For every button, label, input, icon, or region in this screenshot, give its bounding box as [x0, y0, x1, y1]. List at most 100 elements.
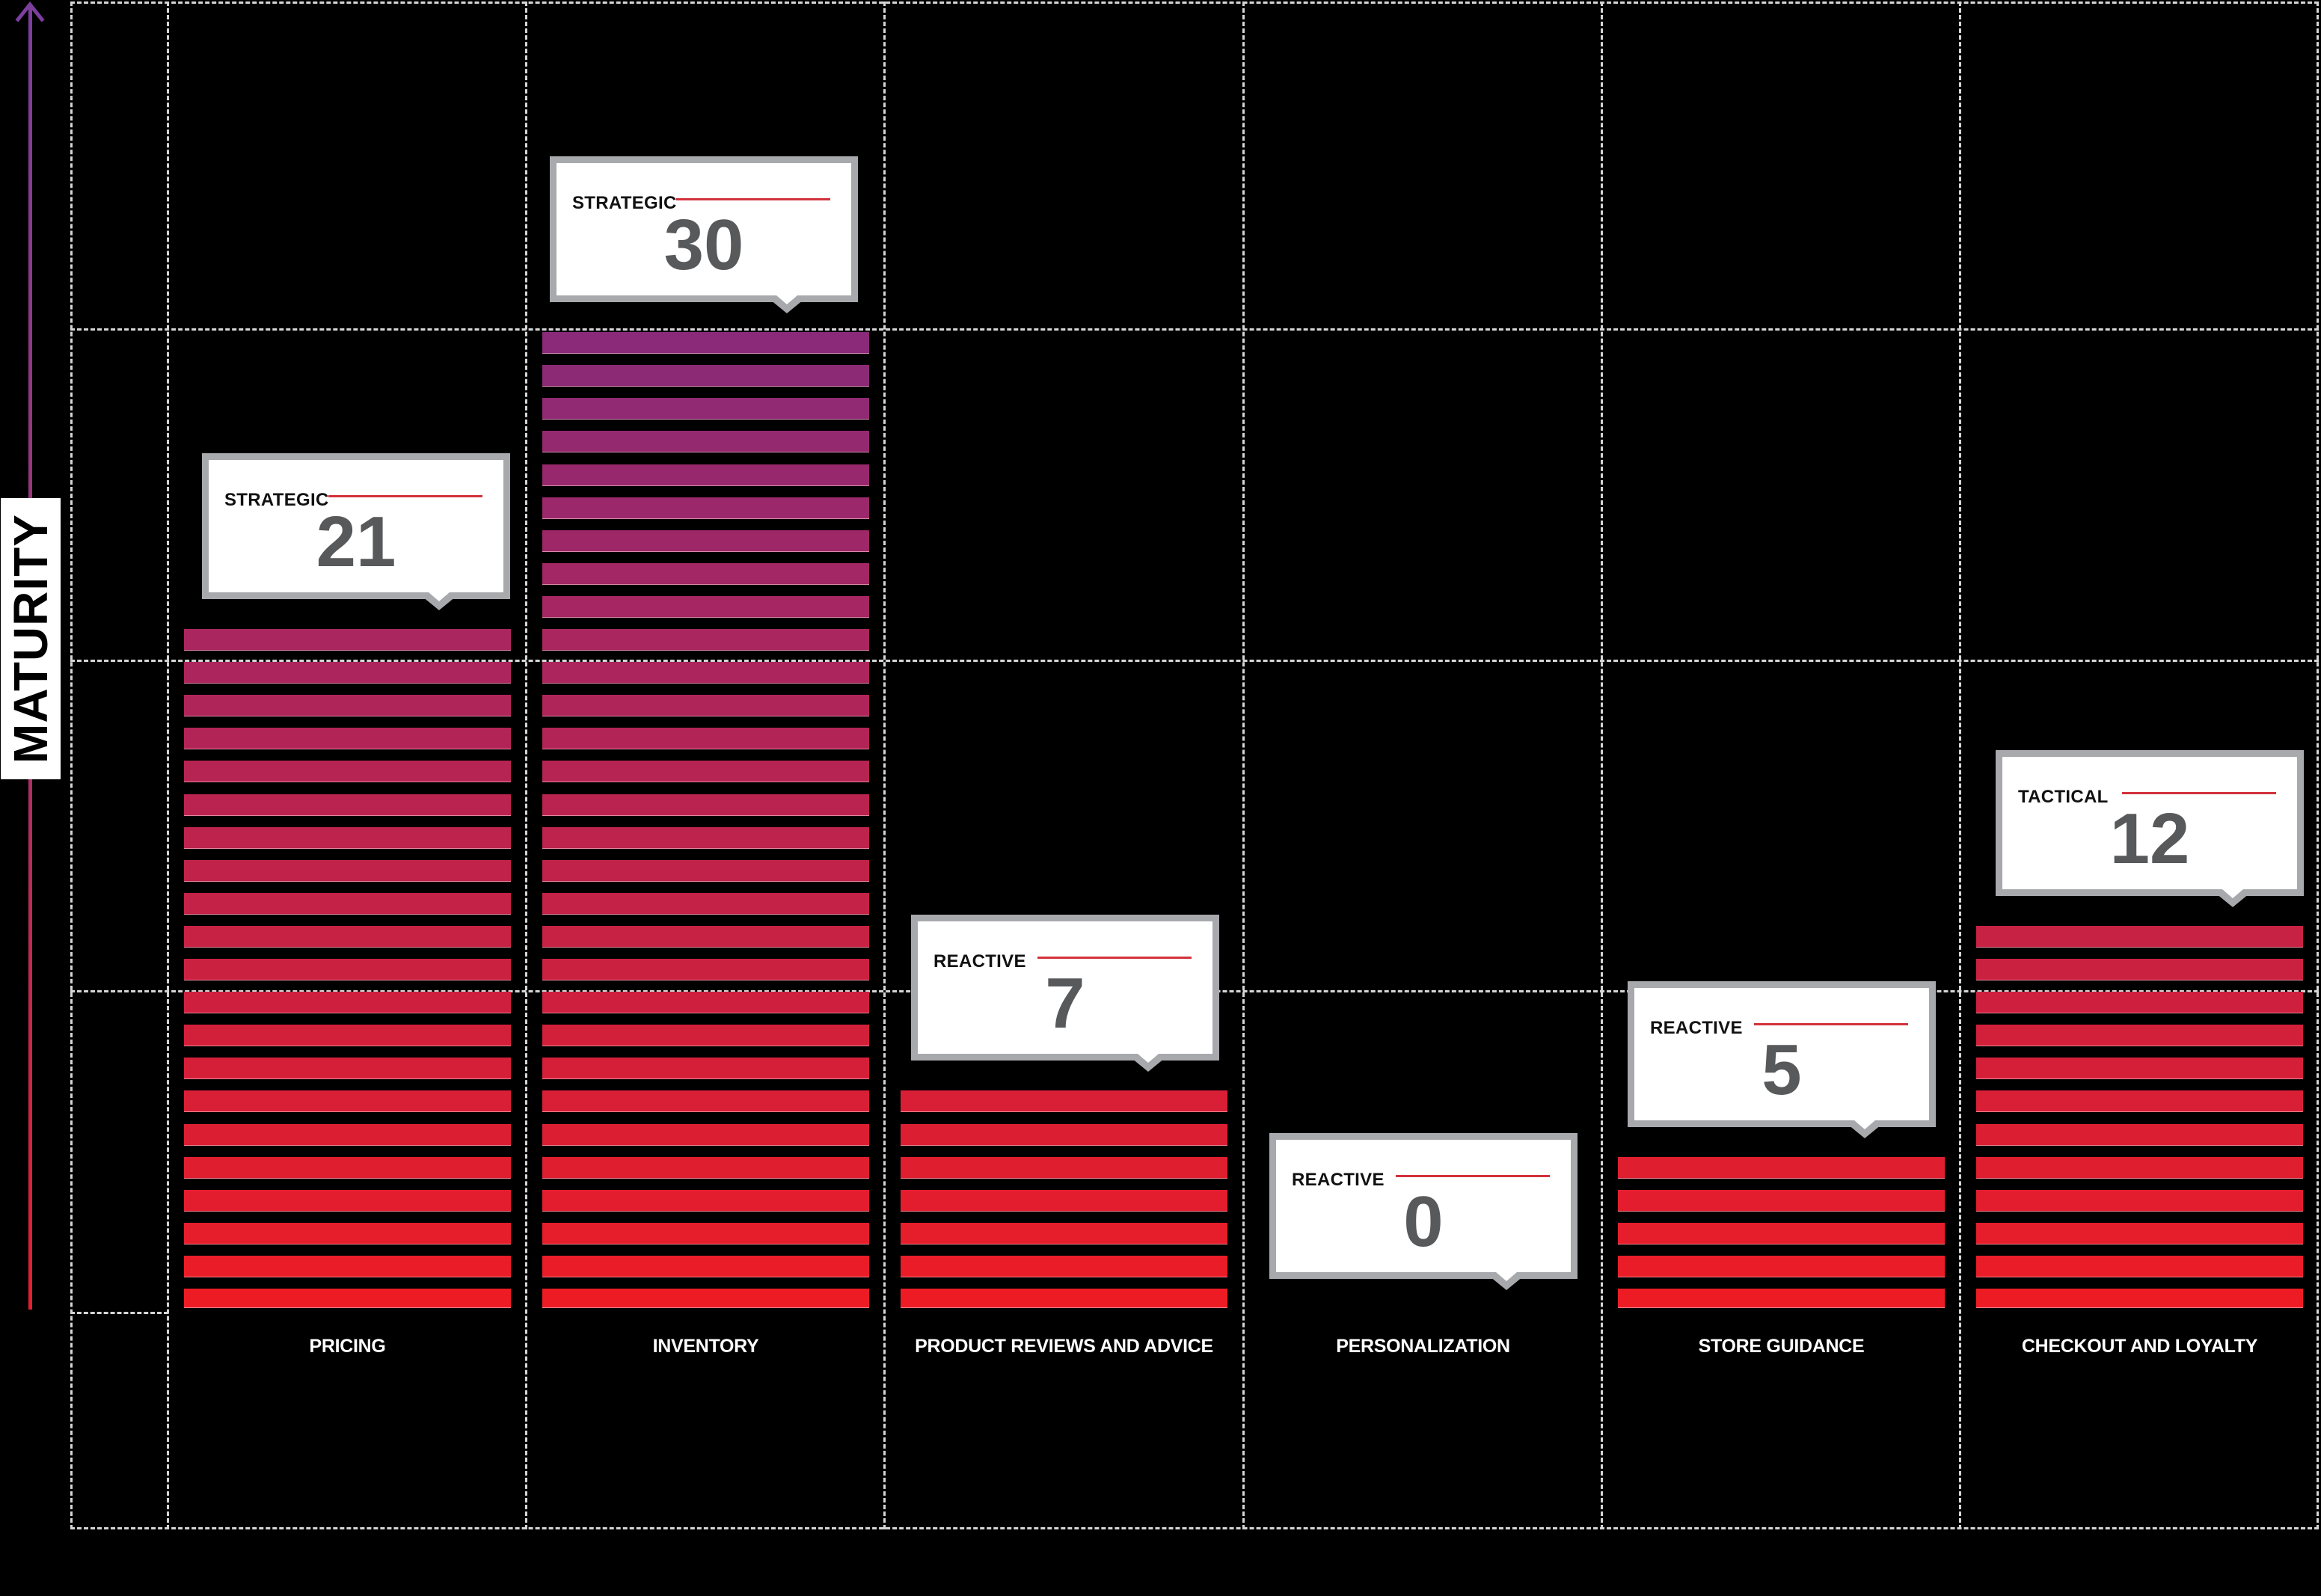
bar-segment	[542, 728, 869, 749]
bar-segment	[184, 728, 511, 749]
bar-segment	[901, 1223, 1227, 1244]
bar-segment	[901, 1090, 1227, 1112]
bar-segment	[1976, 1090, 2303, 1112]
maturity-level-label: STRATEGIC	[224, 490, 329, 510]
bar-segment	[184, 1090, 511, 1112]
value-callout: STRATEGIC 21	[202, 453, 510, 610]
bar-segment	[542, 596, 869, 618]
bar-segment	[1976, 1256, 2303, 1277]
value-number: 30	[663, 205, 744, 285]
axis-label: MATURITY	[4, 514, 58, 764]
category-label: INVENTORY	[652, 1336, 759, 1357]
bar-segment	[1976, 1124, 2303, 1146]
arrow-up-icon	[15, 1, 45, 22]
callout-pointer-fill	[1496, 1272, 1517, 1281]
maturity-level-label: REACTIVE	[1292, 1170, 1385, 1190]
grid-vline	[1601, 1, 1603, 1529]
value-callout: REACTIVE 7	[911, 915, 1219, 1072]
bar-segment	[542, 695, 869, 716]
value-number: 0	[1403, 1182, 1444, 1262]
callout-pointer-fill	[776, 295, 797, 304]
bar-segment	[184, 1289, 511, 1308]
bar-segment	[1618, 1157, 1945, 1179]
callout-pointer-fill	[1854, 1120, 1875, 1129]
category-label: PERSONALIZATION	[1336, 1336, 1510, 1357]
callout-rule	[328, 495, 482, 497]
bar-segment	[184, 827, 511, 849]
value-number: 21	[316, 502, 396, 582]
grid-hline	[70, 1312, 168, 1314]
maturity-level-label: REACTIVE	[1650, 1018, 1743, 1038]
category-column-inventory: STRATEGIC 30 INVENTORY	[527, 0, 885, 1529]
callout-pointer-fill	[2222, 889, 2243, 898]
bar-segment	[184, 992, 511, 1013]
grid-vline	[1242, 1, 1245, 1529]
value-number: 5	[1762, 1030, 1802, 1110]
bar-segment	[542, 992, 869, 1013]
bar-segment	[184, 860, 511, 882]
bar-segment	[542, 332, 869, 354]
bar-segment	[901, 1157, 1227, 1179]
bar-segment	[184, 1157, 511, 1179]
bar-segment	[1618, 1223, 1945, 1244]
bar-segment	[1976, 1058, 2303, 1079]
category-column-store-guidance: REACTIVE 5 STORE GUIDANCE	[1602, 0, 1960, 1529]
grid-vline	[1959, 1, 1961, 1529]
grid-hline	[70, 660, 2319, 662]
bar-segment	[542, 959, 869, 980]
bar-segment	[184, 1124, 511, 1146]
category-column-checkout-and-loyalty: TACTICAL 12 CHECKOUT AND LOYALTY	[1960, 0, 2319, 1529]
bar-segment	[901, 1124, 1227, 1146]
grid-vline	[883, 1, 886, 1529]
bar-segment	[542, 761, 869, 782]
callout-rule	[676, 198, 830, 200]
bar-segment	[542, 1124, 869, 1146]
axis-label-box	[1, 498, 61, 779]
bar-segment	[1618, 1190, 1945, 1212]
bar-segment	[901, 1190, 1227, 1212]
bar-segment	[901, 1256, 1227, 1277]
category-label: PRICING	[309, 1336, 386, 1357]
bar-segment	[184, 629, 511, 651]
maturity-level-label: REACTIVE	[933, 951, 1026, 972]
value-callout: REACTIVE 5	[1628, 981, 1936, 1138]
bar-segment	[1976, 1223, 2303, 1244]
category-label: CHECKOUT AND LOYALTY	[2021, 1336, 2258, 1357]
bar-segment	[184, 794, 511, 816]
bar-segment	[542, 1256, 869, 1277]
bar-segment	[1976, 1190, 2303, 1212]
bar-segment	[542, 398, 869, 420]
bar-segment	[542, 893, 869, 915]
bar-segment	[1976, 1157, 2303, 1179]
grid-hline	[70, 328, 2319, 331]
bar-segment	[901, 1289, 1227, 1308]
bar-segment	[184, 1223, 511, 1244]
callout-pointer-fill	[1138, 1054, 1159, 1063]
bar-segment	[184, 1025, 511, 1046]
category-label: STORE GUIDANCE	[1698, 1336, 1865, 1357]
bar-segment	[542, 1090, 869, 1112]
value-number: 12	[2109, 799, 2190, 879]
callout-rule	[1037, 957, 1192, 959]
bar-segment	[542, 1289, 869, 1308]
category-column-personalization: REACTIVE 0 PERSONALIZATION	[1244, 0, 1602, 1529]
callout-rule	[2122, 792, 2276, 794]
bar-segment	[1976, 1289, 2303, 1308]
bar-segment	[542, 629, 869, 651]
bar-segment	[184, 1256, 511, 1277]
bar-segment	[184, 1190, 511, 1212]
value-callout: TACTICAL 12	[1996, 750, 2304, 907]
bar-segment	[542, 1058, 869, 1079]
bar-segment	[542, 827, 869, 849]
bar-segment	[542, 1223, 869, 1244]
bar-segment	[1618, 1289, 1945, 1308]
callout-rule	[1396, 1175, 1550, 1177]
bar-segment	[542, 1157, 869, 1179]
bar-segment	[542, 530, 869, 552]
category-column-product-reviews-and-advice: REACTIVE 7 PRODUCT REVIEWS AND ADVICE	[885, 0, 1243, 1529]
value-callout: REACTIVE 0	[1269, 1133, 1578, 1290]
callout-pointer-fill	[429, 592, 450, 601]
bar-segment	[1976, 992, 2303, 1013]
bar-segment	[542, 1025, 869, 1046]
callout-rule	[1754, 1023, 1908, 1025]
